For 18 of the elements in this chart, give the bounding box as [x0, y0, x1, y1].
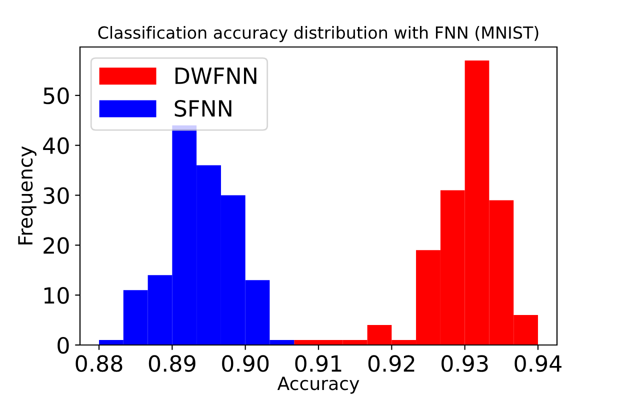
- y-tick-label: 10: [44, 287, 69, 304]
- x-tick-label: 0.88: [76, 355, 122, 372]
- x-tick-label: 0.92: [368, 355, 414, 372]
- y-tick-label: 50: [44, 87, 69, 104]
- x-tick-label: 0.93: [442, 355, 488, 372]
- y-tick-label: 0: [58, 336, 69, 354]
- x-tick-label: 0.91: [295, 355, 342, 372]
- x-tick-label: 0.90: [222, 355, 269, 372]
- chart-title: Classification accuracy distribution with FNN (MNIST): [98, 26, 538, 42]
- y-tick-label: 30: [44, 187, 69, 204]
- y-axis-title: Frequency: [18, 146, 36, 244]
- x-axis-title: Accuracy: [277, 376, 360, 394]
- x-tick-label: 0.94: [514, 355, 562, 372]
- legend-label: DWFNN: [176, 68, 256, 84]
- legend-label: SFNN: [174, 100, 232, 117]
- y-tick-label: 40: [43, 137, 69, 154]
- x-tick-label: 0.89: [148, 355, 196, 372]
- y-tick-label: 20: [44, 237, 69, 254]
